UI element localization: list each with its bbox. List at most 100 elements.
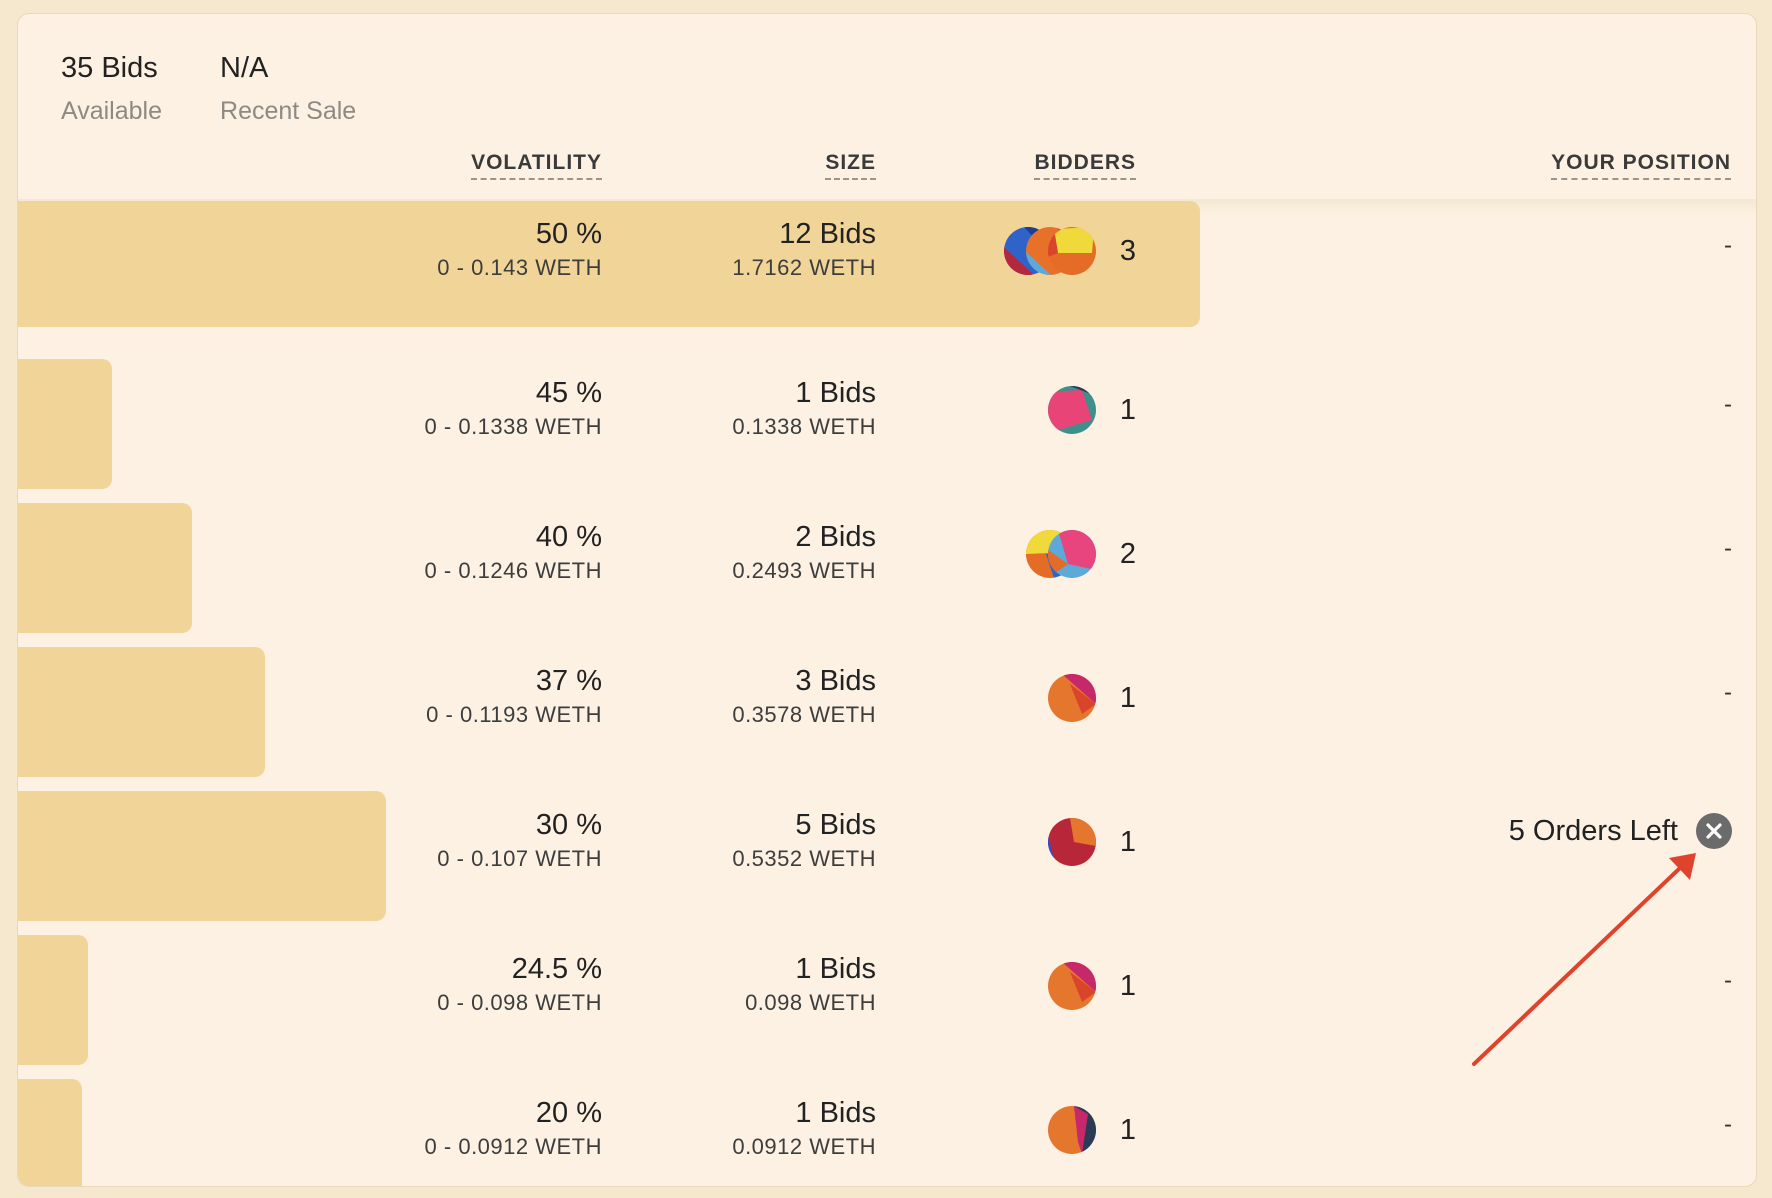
column-header-size[interactable]: SIZE	[825, 151, 876, 180]
volatility-cell: 20 % 0 - 0.0912 WETH	[425, 1096, 602, 1164]
your-position: -	[1724, 391, 1732, 418]
bidder-avatar-icon[interactable]	[1047, 818, 1096, 866]
volatility-value: 24.5 %	[511, 953, 602, 985]
volatility-value: 20 %	[535, 1097, 602, 1129]
size-weth: 0.098 WETH	[745, 990, 876, 1015]
depth-bar	[18, 791, 386, 921]
volatility-cell: 30 % 0 - 0.107 WETH	[437, 808, 602, 876]
bidders-count: 1	[1119, 1113, 1136, 1146]
volatility-cell: 45 % 0 - 0.1338 WETH	[425, 376, 602, 444]
size-weth: 0.5352 WETH	[732, 846, 876, 871]
depth-bar	[18, 503, 192, 633]
bidder-avatars	[1025, 530, 1096, 578]
bidders-cell: 2	[1025, 530, 1136, 578]
your-position: -	[1724, 535, 1732, 562]
size-weth: 0.3578 WETH	[732, 702, 876, 727]
bidder-avatar-icon[interactable]	[1047, 530, 1096, 578]
bidders-count: 1	[1119, 681, 1136, 714]
bids-table: 50 % 0 - 0.143 WETH 12 Bids 1.7162 WETH …	[18, 201, 1756, 1186]
column-header-your-position[interactable]: YOUR POSITION	[1551, 151, 1731, 180]
volatility-range: 0 - 0.0912 WETH	[424, 1134, 602, 1159]
depth-bar	[18, 647, 265, 777]
volatility-range: 0 - 0.143 WETH	[437, 255, 602, 280]
bidders-cell: 1	[1047, 386, 1136, 434]
size-bids: 1 Bids	[795, 953, 876, 985]
size-bids: 5 Bids	[795, 809, 876, 841]
size-bids: 2 Bids	[795, 521, 876, 553]
bidder-avatars	[1047, 818, 1096, 866]
bidder-avatars	[1047, 1106, 1096, 1154]
stat-available-label: Available	[61, 97, 163, 125]
volatility-range: 0 - 0.1338 WETH	[424, 414, 602, 439]
size-bids: 1 Bids	[795, 1097, 876, 1129]
bidders-count: 1	[1119, 393, 1136, 426]
bidders-count: 1	[1119, 969, 1136, 1002]
cancel-orders-button[interactable]	[1696, 813, 1732, 849]
stat-available: 35 Bids Available	[61, 48, 162, 130]
volatility-cell: 40 % 0 - 0.1246 WETH	[425, 520, 602, 588]
table-row[interactable]: 50 % 0 - 0.143 WETH 12 Bids 1.7162 WETH …	[18, 201, 1756, 345]
volatility-cell: 24.5 % 0 - 0.098 WETH	[437, 952, 602, 1020]
depth-bar	[18, 201, 1200, 327]
bidder-avatars	[1047, 674, 1096, 722]
size-weth: 0.0912 WETH	[732, 1134, 876, 1159]
table-row[interactable]: 20 % 0 - 0.0912 WETH 1 Bids 0.0912 WETH …	[18, 1065, 1756, 1186]
orders-left-text: 5 Orders Left	[1508, 814, 1678, 847]
size-cell: 1 Bids 0.098 WETH	[745, 952, 876, 1020]
volatility-range: 0 - 0.098 WETH	[437, 990, 602, 1015]
volatility-cell: 37 % 0 - 0.1193 WETH	[426, 664, 602, 732]
size-cell: 1 Bids 0.0912 WETH	[732, 1096, 876, 1164]
bidder-avatars	[1047, 962, 1096, 1010]
size-cell: 12 Bids 1.7162 WETH	[732, 217, 876, 285]
bidders-count: 1	[1119, 825, 1136, 858]
depth-bar	[18, 935, 88, 1065]
bidder-avatars	[1003, 227, 1096, 275]
your-position: -	[1724, 679, 1732, 706]
table-row[interactable]: 24.5 % 0 - 0.098 WETH 1 Bids 0.098 WETH …	[18, 921, 1756, 1065]
bids-panel: 35 Bids Available N/A Recent Sale VOLATI…	[17, 13, 1757, 1187]
bidder-avatars	[1047, 386, 1096, 434]
size-weth: 1.7162 WETH	[732, 255, 876, 280]
column-header-volatility[interactable]: VOLATILITY	[471, 151, 602, 180]
size-bids: 1 Bids	[795, 377, 876, 409]
volatility-value: 37 %	[535, 665, 602, 697]
bidder-avatar-icon[interactable]	[1047, 386, 1096, 434]
volatility-range: 0 - 0.1246 WETH	[424, 558, 602, 583]
bidders-cell: 1	[1047, 962, 1136, 1010]
bidders-count: 3	[1119, 234, 1136, 267]
size-cell: 5 Bids 0.5352 WETH	[732, 808, 876, 876]
size-cell: 2 Bids 0.2493 WETH	[732, 520, 876, 588]
depth-bar	[18, 1079, 82, 1186]
column-header-bidders[interactable]: BIDDERS	[1034, 151, 1136, 180]
bidders-cell: 1	[1047, 1106, 1136, 1154]
close-icon	[1706, 823, 1722, 839]
size-weth: 0.1338 WETH	[732, 414, 876, 439]
bidders-cell: 1	[1047, 818, 1136, 866]
bidder-avatar-icon[interactable]	[1047, 1106, 1096, 1154]
bidder-avatar-icon[interactable]	[1047, 962, 1096, 1010]
volatility-cell: 50 % 0 - 0.143 WETH	[437, 217, 602, 285]
your-position: -	[1724, 232, 1732, 259]
stat-recent-sale: N/A Recent Sale	[220, 48, 356, 130]
size-bids: 3 Bids	[795, 665, 876, 697]
bidders-count: 2	[1119, 537, 1136, 570]
table-row[interactable]: 40 % 0 - 0.1246 WETH 2 Bids 0.2493 WETH …	[18, 489, 1756, 633]
depth-bar	[18, 359, 112, 489]
bidder-avatar-icon[interactable]	[1047, 674, 1096, 722]
table-row[interactable]: 45 % 0 - 0.1338 WETH 1 Bids 0.1338 WETH …	[18, 345, 1756, 489]
table-row[interactable]: 37 % 0 - 0.1193 WETH 3 Bids 0.3578 WETH …	[18, 633, 1756, 777]
size-weth: 0.2493 WETH	[732, 558, 876, 583]
your-position: -	[1724, 1111, 1732, 1138]
size-cell: 1 Bids 0.1338 WETH	[732, 376, 876, 444]
table-row[interactable]: 30 % 0 - 0.107 WETH 5 Bids 0.5352 WETH 1…	[18, 777, 1756, 921]
volatility-value: 30 %	[535, 809, 602, 841]
stat-available-value: 35 Bids	[61, 52, 158, 84]
your-position: -	[1724, 967, 1732, 994]
stat-recent-sale-value: N/A	[220, 52, 269, 84]
size-bids: 12 Bids	[779, 218, 876, 250]
stat-recent-sale-label: Recent Sale	[220, 97, 357, 125]
volatility-value: 45 %	[535, 377, 602, 409]
volatility-value: 50 %	[535, 218, 602, 250]
stats-summary: 35 Bids Available N/A Recent Sale	[61, 48, 356, 130]
bidder-avatar-icon[interactable]	[1047, 227, 1096, 275]
